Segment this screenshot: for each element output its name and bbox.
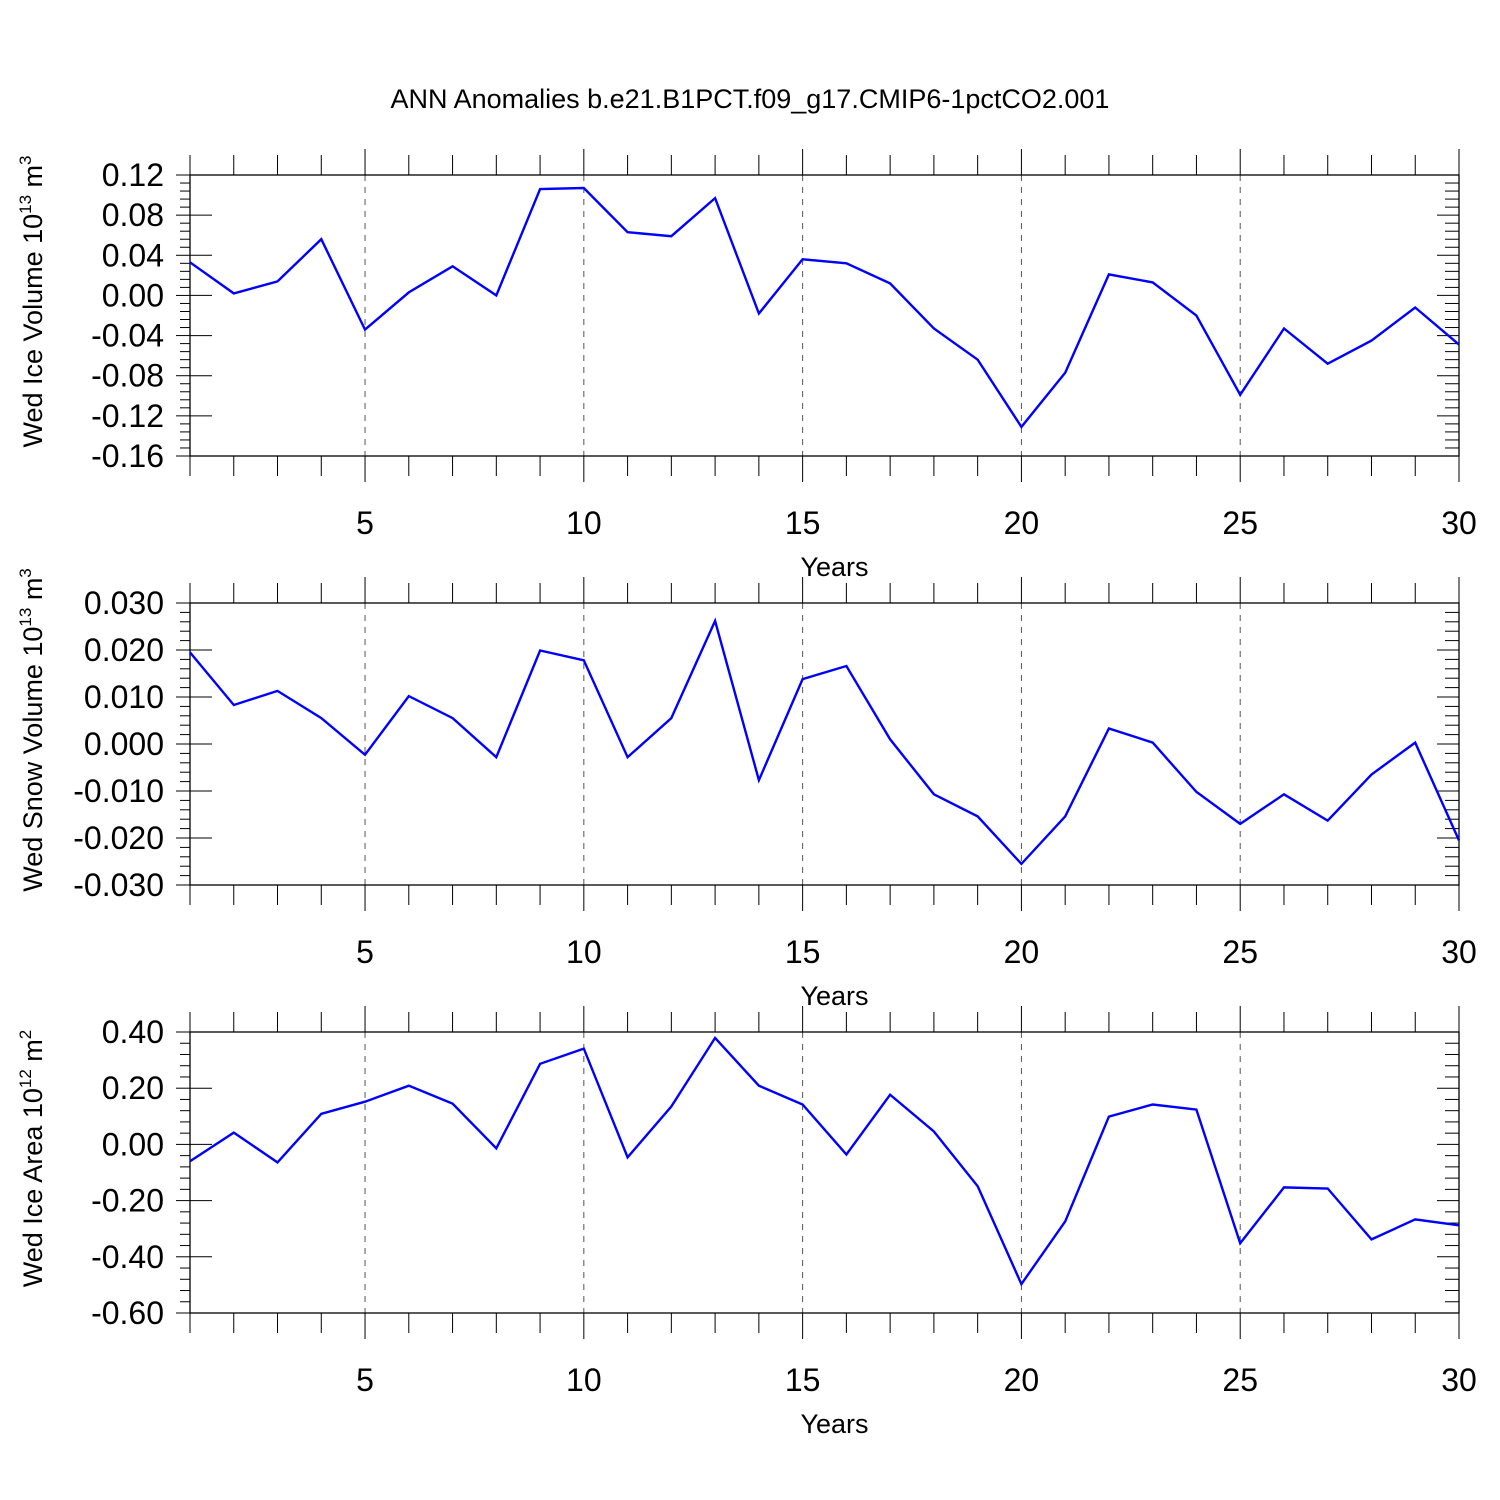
y-tick-label: 0.00 (102, 277, 164, 313)
y-tick-label: 0.04 (102, 237, 164, 273)
x-tick-label: 10 (566, 1362, 602, 1398)
y-tick-label: -0.20 (91, 1183, 164, 1219)
y-tick-label: 0.00 (102, 1126, 164, 1162)
x-tick-label: 10 (566, 505, 602, 541)
y-tick-label: 0.20 (102, 1070, 164, 1106)
y-axis-title: Wed Ice Volume 1013 m3 (16, 155, 48, 447)
x-tick-label: 20 (1004, 1362, 1040, 1398)
series-line (189, 617, 1461, 866)
x-tick-label: 25 (1222, 934, 1258, 970)
x-tick-label: 30 (1441, 934, 1477, 970)
x-tick-label: 5 (356, 505, 374, 541)
x-tick-label: 10 (566, 934, 602, 970)
x-tick-label: 25 (1222, 505, 1258, 541)
y-tick-label: 0.40 (102, 1014, 164, 1050)
x-axis-title: Years (800, 552, 868, 582)
x-axis-title: Years (800, 981, 868, 1011)
y-tick-label: -0.030 (73, 867, 164, 903)
plot-frame (189, 602, 1460, 886)
chart-title: ANN Anomalies b.e21.B1PCT.f09_g17.CMIP6-… (390, 84, 1110, 114)
y-tick-label: -0.04 (91, 318, 164, 354)
y-tick-label: 0.010 (84, 679, 164, 715)
y-tick-label: -0.16 (91, 438, 164, 474)
y-tick-label: -0.60 (91, 1295, 164, 1331)
x-tick-label: 15 (785, 1362, 821, 1398)
x-tick-label: 5 (356, 934, 374, 970)
y-tick-label: -0.40 (91, 1239, 164, 1275)
y-tick-label: -0.08 (91, 358, 164, 394)
y-tick-label: -0.010 (73, 773, 164, 809)
y-tick-label: 0.020 (84, 632, 164, 668)
y-tick-label: 0.12 (102, 157, 164, 193)
y-tick-label: 0.08 (102, 197, 164, 233)
y-tick-label: -0.12 (91, 398, 164, 434)
series-line (189, 1035, 1460, 1287)
x-tick-label: 5 (356, 1362, 374, 1398)
x-tick-label: 20 (1004, 934, 1040, 970)
x-tick-label: 30 (1441, 505, 1477, 541)
x-axis-title: Years (800, 1409, 868, 1439)
ice-area-panel: -0.60 -0.40 -0.20 0.00 0.20 0.40 5 10 15 20 25 30 Ye… (16, 1006, 1477, 1439)
x-tick-label: 15 (785, 934, 821, 970)
y-axis-title: Wed Ice Area 1012 m2 (16, 1030, 48, 1288)
x-tick-label: 15 (785, 505, 821, 541)
plot-frame (189, 174, 1460, 457)
y-tick-label: 0.000 (84, 726, 164, 762)
x-tick-label: 20 (1004, 505, 1040, 541)
x-tick-label: 25 (1222, 1362, 1258, 1398)
x-tick-label: 30 (1441, 1362, 1477, 1398)
y-tick-label: -0.020 (73, 820, 164, 856)
plot-frame (189, 1031, 1460, 1314)
series-line (189, 186, 1460, 429)
y-tick-label: 0.030 (84, 585, 164, 621)
y-axis-title: Wed Snow Volume 1013 m3 (16, 568, 48, 892)
ice-volume-panel: -0.16 -0.12 -0.08 -0.04 0.00 0.04 0.08 0.12 5 10 1… (16, 149, 1477, 582)
snow-volume-panel: -0.030 -0.020 -0.010 0.000 0.010 0.020 0.030 5 1… (16, 568, 1477, 1011)
